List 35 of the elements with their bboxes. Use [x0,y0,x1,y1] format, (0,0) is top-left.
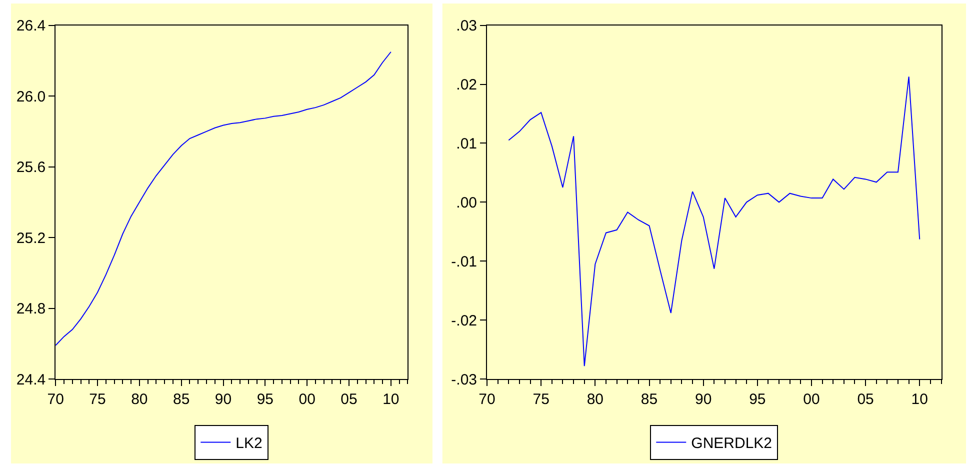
x-tick-label: 85 [640,391,658,408]
y-tick-label: 25.2 [16,230,46,247]
x-tick-label: 70 [478,391,496,408]
x-tick-label: 85 [173,391,190,408]
y-tick-label: .00 [456,194,478,212]
x-tick-label: 10 [382,391,400,408]
y-tick-label: 24.4 [16,371,46,388]
x-tick-label: 75 [532,391,550,408]
x-tick-label: 95 [749,391,766,408]
legend-label: GNERDLK2 [691,435,772,452]
line-series [56,51,392,346]
x-tick-label: 95 [256,391,274,408]
y-tick-label: -.01 [451,253,478,270]
y-tick-label: -.02 [451,312,478,330]
line-series [508,76,920,367]
x-tick-label: 75 [89,391,106,408]
y-tick-label: .03 [456,18,478,35]
x-tick-label: 70 [47,391,64,408]
y-tick-label: .01 [456,135,478,152]
x-tick-label: 80 [131,391,148,408]
x-tick-label: 10 [911,391,928,408]
x-tick-label: 90 [694,391,712,408]
x-tick-label: 05 [857,391,874,408]
x-tick-label: 05 [340,391,358,408]
x-tick-label: 90 [214,391,232,408]
y-tick-label: -.03 [451,371,478,388]
x-tick-label: 00 [803,391,820,408]
x-tick-label: 00 [298,391,316,408]
legend-label: LK2 [236,435,262,452]
y-tick-label: 26.0 [16,88,46,106]
x-tick-label: 80 [586,391,604,408]
y-tick-label: 26.4 [16,18,46,35]
y-tick-label: 24.8 [16,300,46,318]
y-tick-label: 25.6 [16,159,46,176]
y-tick-label: .02 [456,76,478,94]
